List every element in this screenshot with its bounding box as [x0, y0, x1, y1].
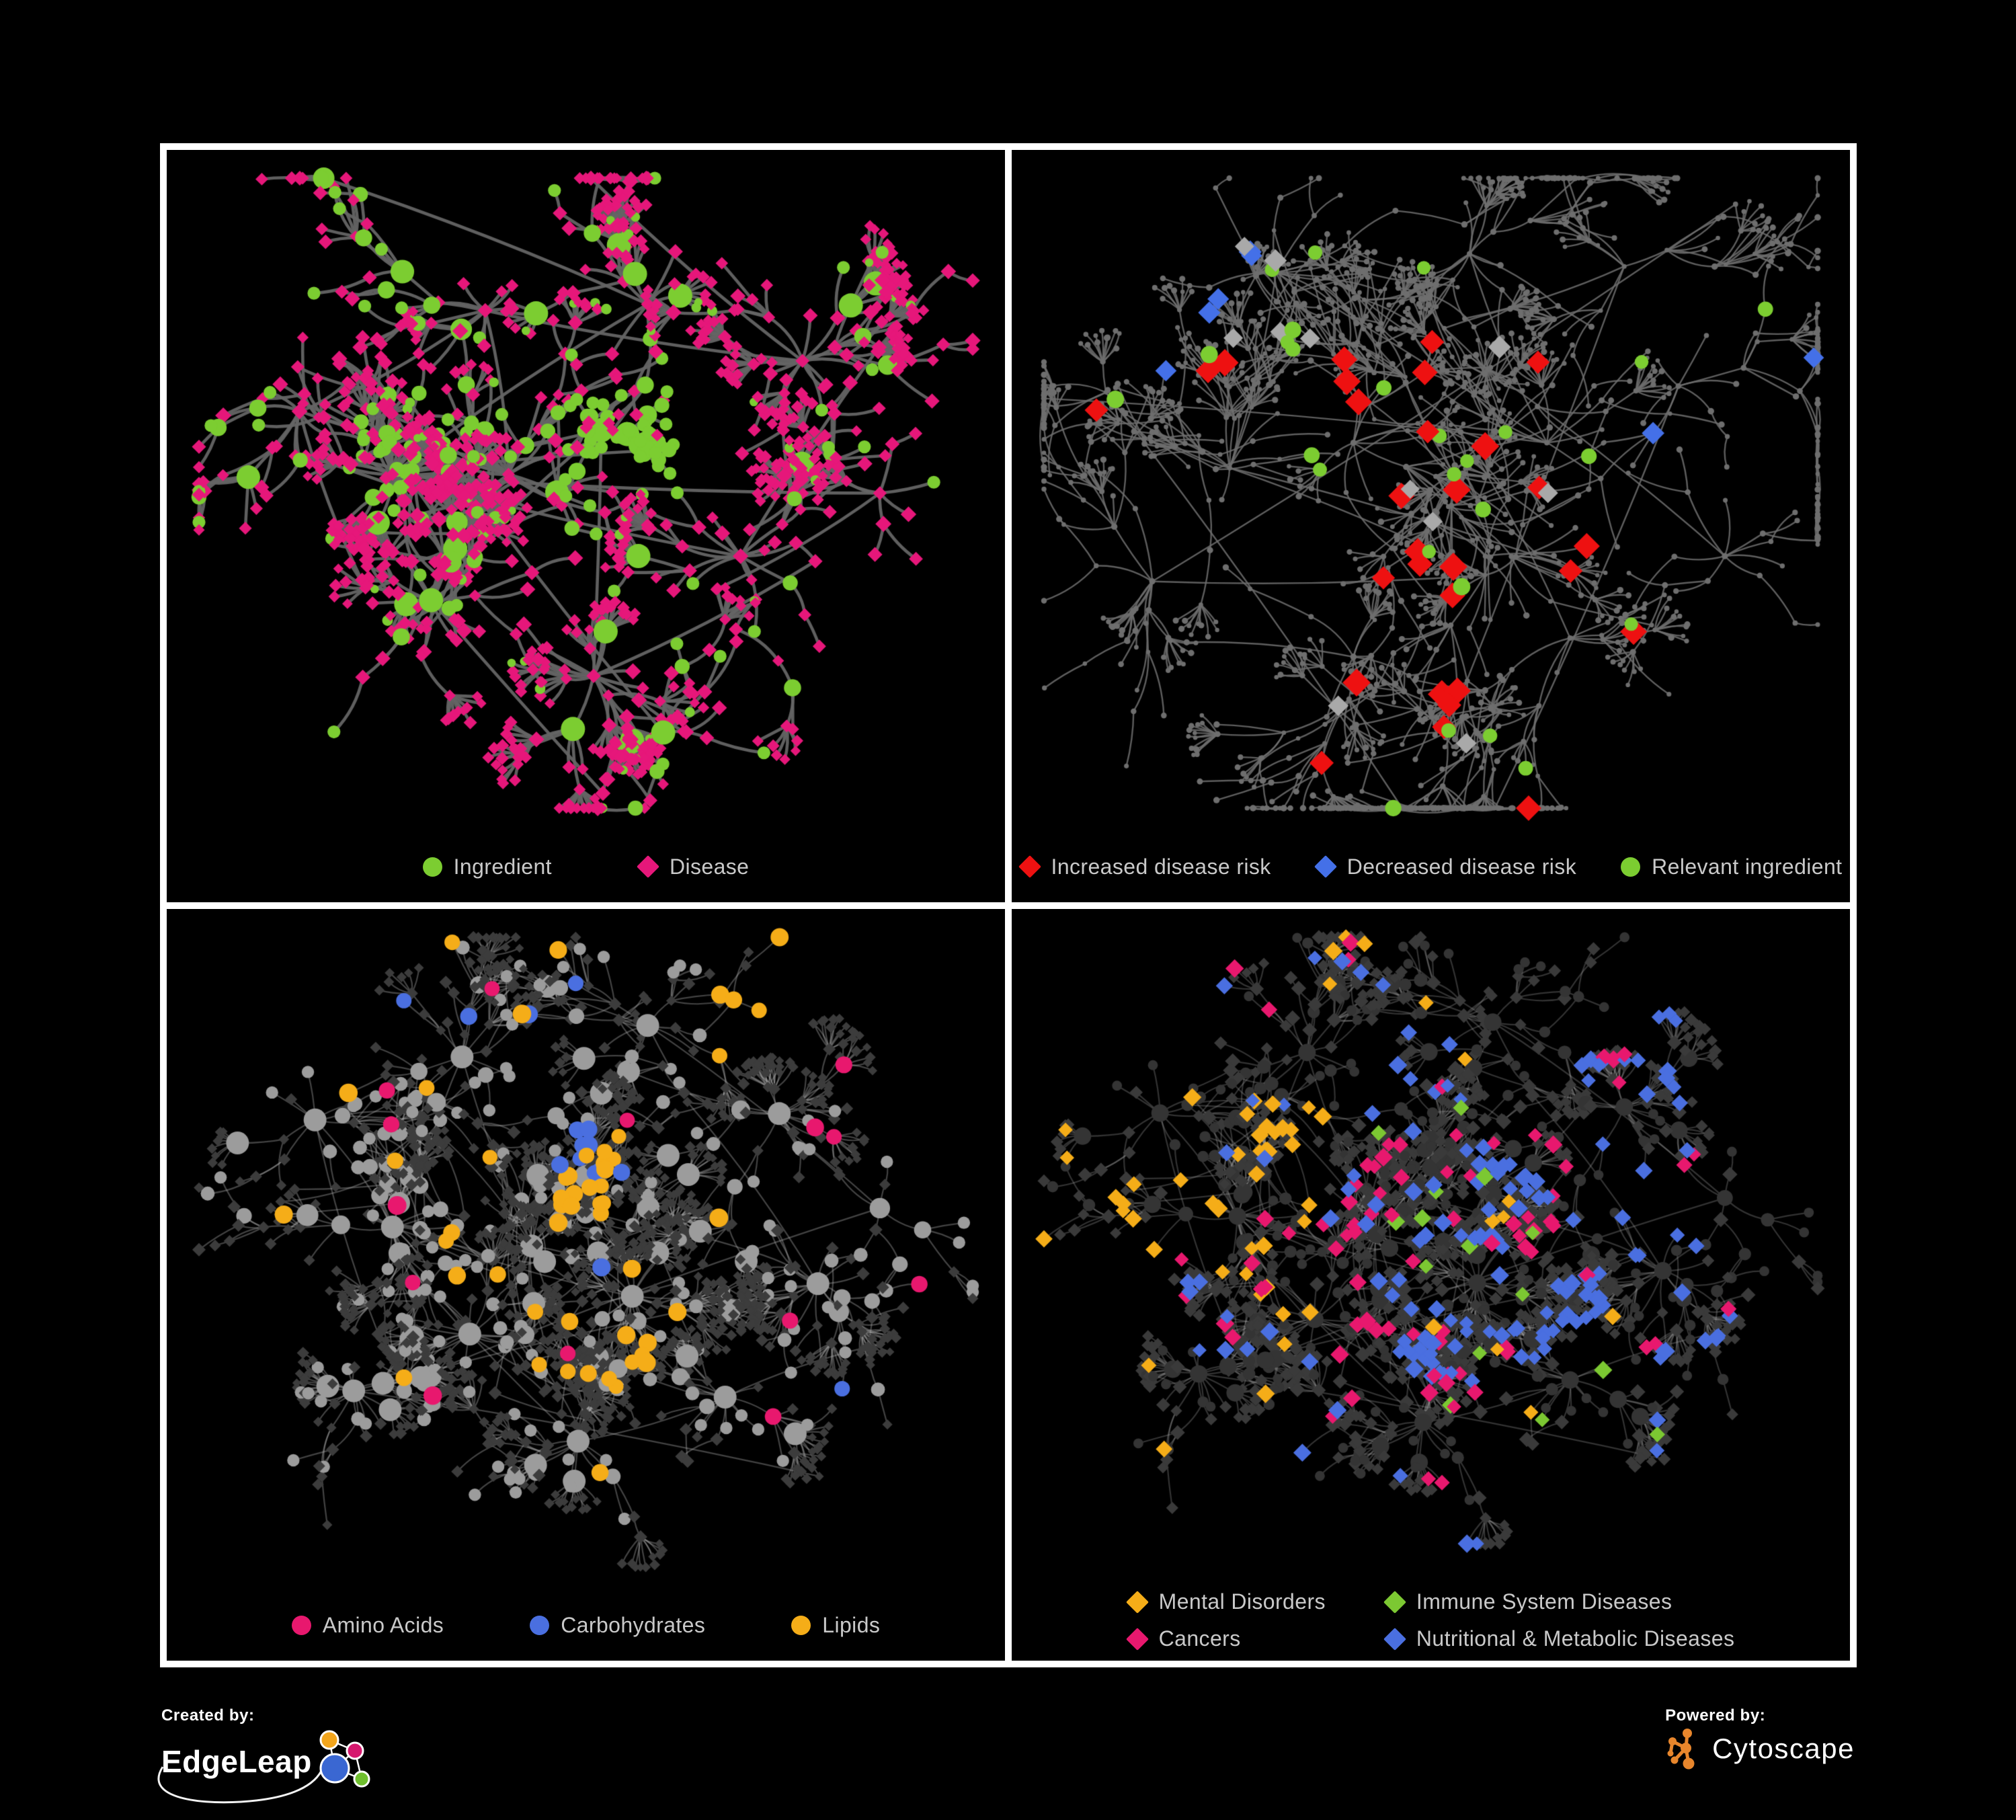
panel-divider-vertical: [1005, 150, 1012, 902]
diamond-swatch-icon: [1383, 1590, 1406, 1614]
panel-ingredient-disease: Ingredient Disease: [167, 150, 1005, 902]
panel-divider-vertical: [1005, 908, 1012, 1661]
legend-macronutrients: Amino Acids Carbohydrates Lipids: [167, 1613, 1005, 1638]
panel-divider-horizontal: [167, 902, 1005, 909]
legend-label: Nutritional & Metabolic Diseases: [1416, 1626, 1735, 1651]
created-by-block: Created by: EdgeLeap: [157, 1706, 385, 1804]
edgeleap-logo-icon: [319, 1730, 370, 1788]
legend-item-mental-disorders: Mental Disorders: [1125, 1589, 1326, 1614]
powered-by-caption: Powered by:: [1665, 1706, 1766, 1725]
circle-swatch-icon: [1621, 857, 1641, 877]
created-by-caption: Created by:: [161, 1706, 255, 1725]
legend-label: Decreased disease risk: [1346, 854, 1577, 879]
legend-item-decreased-risk: Decreased disease risk: [1314, 854, 1577, 879]
diamond-swatch-icon: [1018, 855, 1041, 878]
legend-item-lipids: Lipids: [791, 1613, 880, 1638]
legend-item-ingredient: Ingredient: [422, 854, 552, 879]
panel-grid: Ingredient Disease Increased disease ris…: [160, 143, 1857, 1667]
panel-divider-horizontal: [1012, 902, 1850, 909]
cytoscape-logo-text: Cytoscape: [1712, 1733, 1855, 1764]
panel-divider-center: [1005, 902, 1012, 909]
panel-macronutrient-classes: Amino Acids Carbohydrates Lipids: [167, 908, 1005, 1661]
legend-item-carbohydrates: Carbohydrates: [530, 1613, 705, 1638]
legend-ingredient-disease: Ingredient Disease: [167, 855, 1005, 879]
legend-item-amino-acids: Amino Acids: [291, 1613, 444, 1638]
legend-label: Increased disease risk: [1051, 854, 1271, 879]
diamond-swatch-icon: [1125, 1627, 1149, 1651]
panel-disease-categories: Mental Disorders Immune System Diseases …: [1012, 908, 1850, 1661]
legend-label: Amino Acids: [322, 1613, 444, 1637]
legend-item-increased-risk: Increased disease risk: [1018, 854, 1271, 879]
legend-item-immune-system-diseases: Immune System Diseases: [1383, 1589, 1734, 1614]
cytoscape-logo-icon: [1667, 1729, 1695, 1770]
legend-disease-risk: Increased disease risk Decreased disease…: [1012, 855, 1850, 879]
legend-label: Mental Disorders: [1158, 1589, 1326, 1614]
legend-disease-categories: Mental Disorders Immune System Diseases …: [1012, 1589, 1850, 1651]
circle-swatch-icon: [291, 1616, 311, 1635]
legend-label: Relevant ingredient: [1652, 854, 1843, 879]
legend-label: Disease: [669, 854, 750, 879]
network-canvas-disease-risk: [1012, 150, 1850, 902]
legend-item-disease: Disease: [636, 854, 750, 879]
legend-label: Cancers: [1158, 1626, 1241, 1651]
legend-item-cancers: Cancers: [1125, 1626, 1326, 1651]
legend-label: Carbohydrates: [561, 1613, 706, 1637]
network-canvas-disease-categories: [1012, 908, 1850, 1661]
circle-swatch-icon: [530, 1616, 550, 1635]
diamond-swatch-icon: [1383, 1627, 1406, 1651]
diamond-swatch-icon: [1314, 855, 1337, 878]
panel-disease-risk: Increased disease risk Decreased disease…: [1012, 150, 1850, 902]
circle-swatch-icon: [791, 1616, 811, 1635]
legend-label: Immune System Diseases: [1416, 1589, 1672, 1614]
legend-item-relevant-ingredient: Relevant ingredient: [1621, 855, 1842, 879]
edgeleap-logo-text: EdgeLeap: [161, 1744, 312, 1779]
powered-by-block: Powered by: Cytosc: [1665, 1706, 1855, 1770]
diamond-swatch-icon: [636, 855, 659, 878]
network-canvas-macronutrients: [167, 908, 1005, 1661]
edgeleap-swoosh-icon: [157, 1766, 323, 1804]
network-canvas-ingredient-disease: [167, 150, 1005, 902]
legend-label: Lipids: [822, 1613, 881, 1637]
circle-swatch-icon: [422, 857, 442, 877]
diamond-swatch-icon: [1125, 1590, 1149, 1614]
legend-label: Ingredient: [453, 854, 552, 879]
legend-item-nutritional-metabolic-diseases: Nutritional & Metabolic Diseases: [1383, 1626, 1735, 1651]
